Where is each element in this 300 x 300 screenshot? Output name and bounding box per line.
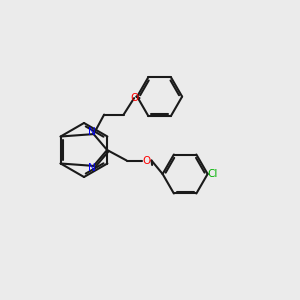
Text: Cl: Cl [208,169,218,179]
Text: N: N [88,163,95,173]
Text: O: O [130,93,138,103]
Text: O: O [142,155,150,166]
Text: N: N [88,127,95,137]
